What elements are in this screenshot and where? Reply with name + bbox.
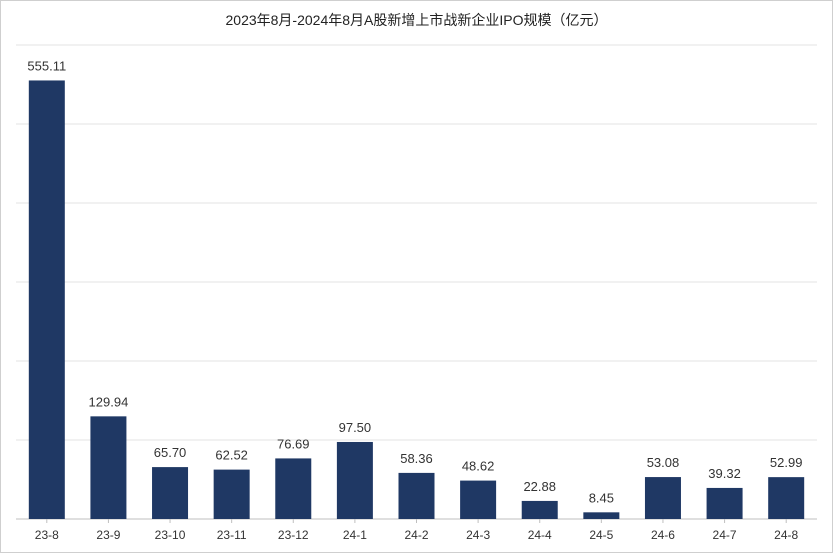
x-tick-label: 24-2	[404, 528, 428, 542]
bar	[28, 80, 65, 519]
bar	[460, 480, 497, 519]
bar	[644, 477, 681, 519]
gridlines	[16, 44, 817, 520]
bar	[213, 469, 250, 519]
data-label: 58.36	[400, 451, 433, 466]
data-label: 65.70	[154, 445, 187, 460]
x-axis-ticks: 23-8 23-9 23-10 23-11 23-12 24-1 24-2 24-3 24-4 2…	[35, 519, 799, 542]
data-label: 39.32	[708, 466, 741, 481]
data-label: 129.94	[89, 394, 129, 409]
data-labels: 555.11 129.94 65.70 62.52 76.69 97.50 58.36 48.…	[27, 58, 802, 505]
bars	[28, 80, 805, 519]
x-tick-label: 23-8	[35, 528, 59, 542]
x-tick-label: 24-1	[343, 528, 367, 542]
bar	[398, 472, 435, 519]
bar	[521, 500, 558, 519]
x-tick-label: 23-10	[155, 528, 186, 542]
x-tick-label: 24-6	[651, 528, 675, 542]
bar	[336, 441, 373, 519]
x-tick-label: 24-8	[774, 528, 798, 542]
x-tick-label: 24-4	[528, 528, 552, 542]
data-label: 48.62	[462, 459, 495, 474]
x-tick-label: 24-7	[713, 528, 737, 542]
data-label: 52.99	[770, 455, 803, 470]
data-label: 22.88	[523, 479, 556, 494]
bar	[90, 416, 127, 519]
x-tick-label: 24-5	[589, 528, 613, 542]
data-label: 53.08	[647, 455, 680, 470]
data-label: 76.69	[277, 436, 310, 451]
bar	[583, 512, 620, 519]
bar	[768, 477, 805, 519]
data-label: 8.45	[589, 490, 614, 505]
data-label: 62.52	[215, 448, 248, 463]
x-tick-label: 24-3	[466, 528, 490, 542]
bar	[275, 458, 312, 519]
chart-title: 2023年8月-2024年8月A股新增上市战新企业IPO规模（亿元）	[225, 12, 608, 28]
x-tick-label: 23-11	[217, 528, 247, 542]
x-tick-label: 23-12	[278, 528, 309, 542]
x-tick-label: 23-9	[96, 528, 120, 542]
data-label: 555.11	[27, 58, 66, 73]
bar	[152, 467, 189, 519]
bar	[706, 487, 743, 519]
data-label: 97.50	[339, 420, 372, 435]
